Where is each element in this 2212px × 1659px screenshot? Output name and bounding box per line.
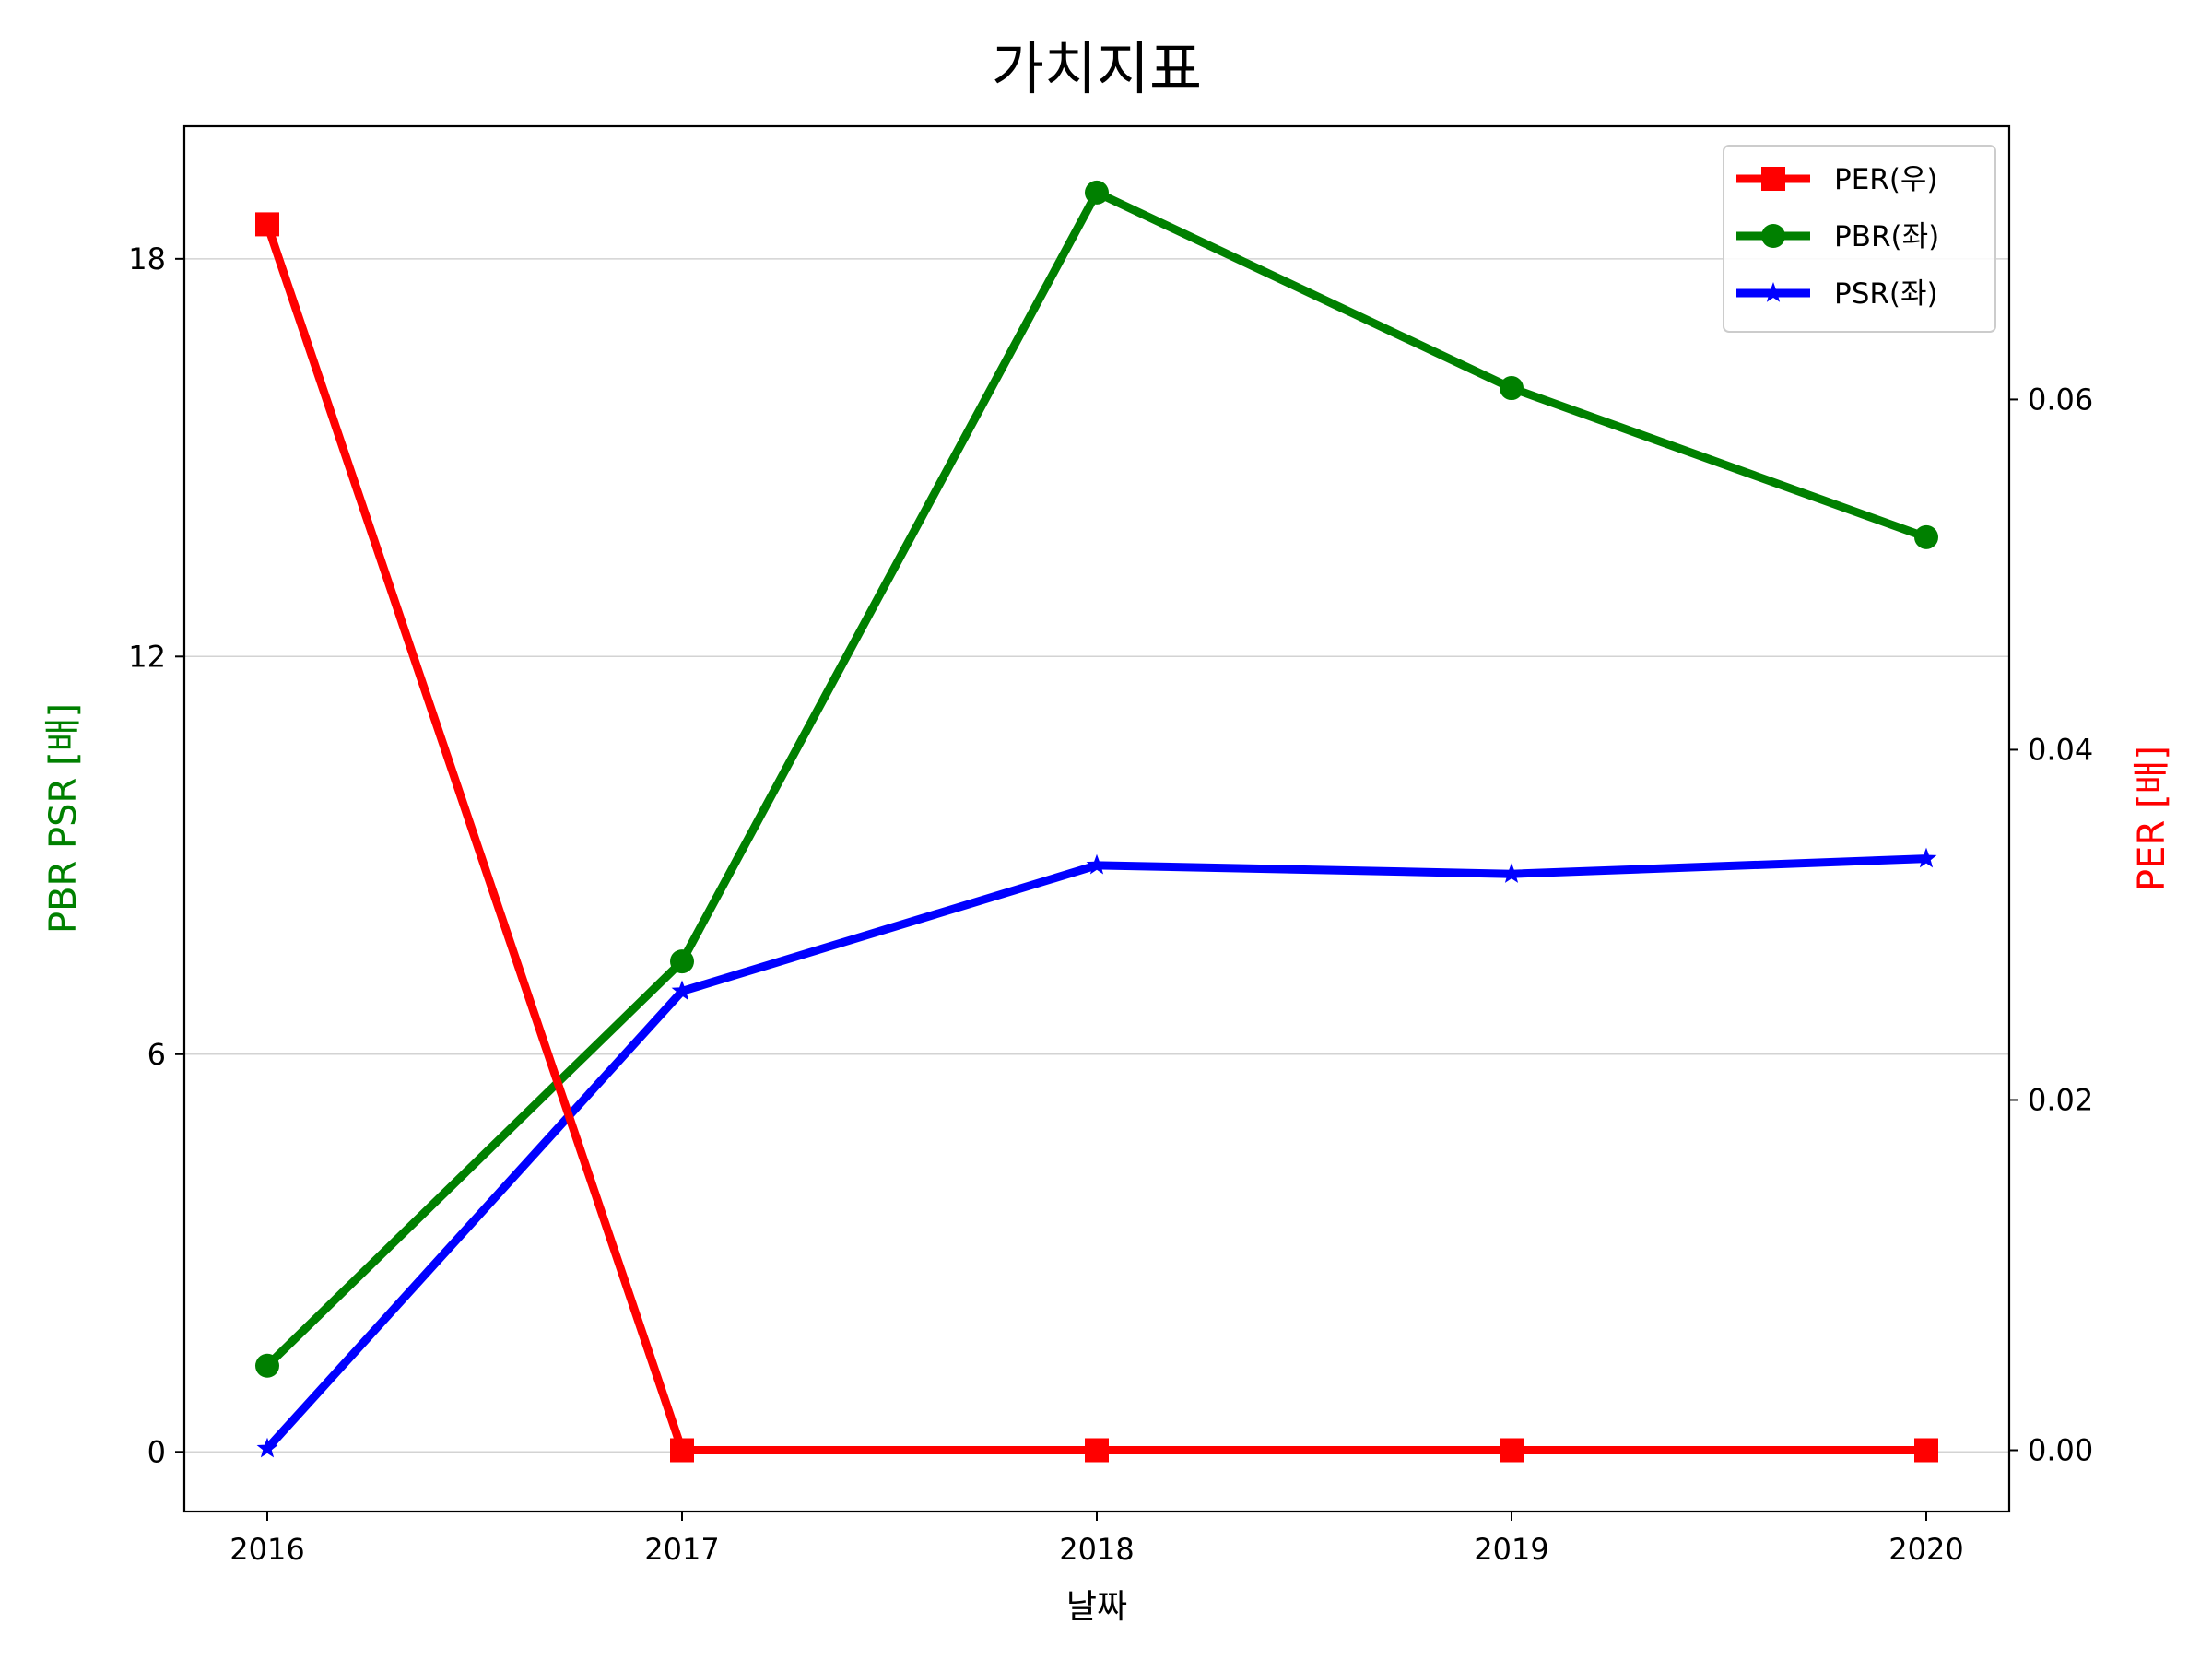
x-axis: 2016 2017 2018 2019 2020 (229, 1512, 1964, 1567)
x-tick-label: 2019 (1474, 1532, 1548, 1567)
data-point (1500, 376, 1524, 401)
legend-entry: PSR(좌) (1736, 277, 1938, 311)
right-tick-label: 0.02 (2028, 1082, 2093, 1117)
x-tick-label: 2017 (644, 1532, 719, 1567)
data-point (671, 980, 693, 1001)
series-circle (255, 180, 1938, 1378)
legend-marker (1761, 224, 1785, 248)
legend-label: PSR(좌) (1834, 277, 1938, 311)
left-tick-label: 12 (128, 639, 166, 674)
legend-entry: PER(우) (1736, 163, 1938, 196)
series-layer (255, 180, 1938, 1463)
legend-label: PBR(좌) (1834, 220, 1939, 253)
legend-marker (1761, 167, 1785, 191)
x-tick-label: 2016 (229, 1532, 304, 1567)
left-y-axis: 0 6 12 18 (128, 241, 184, 1469)
left-y-axis-label: PBR PSR [배] (42, 703, 85, 934)
x-axis-label: 날짜 (1066, 1588, 1127, 1626)
x-tick-label: 2020 (1888, 1532, 1963, 1567)
data-point (670, 1438, 694, 1463)
legend-entry: PBR(좌) (1736, 220, 1939, 253)
series-line (264, 188, 1928, 1370)
plot-frame (182, 124, 2011, 1513)
data-point (1085, 180, 1109, 205)
data-point (1915, 847, 1937, 868)
data-point (1500, 863, 1523, 883)
series-star (256, 847, 1937, 1458)
data-point (255, 212, 279, 237)
left-tick-label: 18 (128, 241, 166, 276)
data-point (1086, 853, 1108, 875)
data-point (1085, 1438, 1109, 1463)
legend-label: PER(우) (1834, 163, 1938, 196)
legend-box (1723, 145, 1996, 333)
legend-marker (1762, 282, 1784, 302)
legend: PER(우) PBR(좌) PSR(좌) (1723, 145, 1996, 333)
data-point (256, 1437, 278, 1458)
data-point (1914, 1438, 1938, 1463)
right-tick-label: 0.06 (2028, 382, 2093, 417)
data-point (670, 949, 694, 974)
right-tick-label: 0.00 (2028, 1432, 2093, 1467)
left-tick-label: 6 (147, 1037, 166, 1072)
series-square (255, 212, 1938, 1463)
x-tick-label: 2018 (1059, 1532, 1134, 1567)
series-line (263, 222, 1926, 1454)
right-y-axis: 0.00 0.02 0.04 0.06 (2009, 382, 2093, 1467)
right-tick-label: 0.04 (2028, 732, 2093, 767)
chart-title: 가치지표 (992, 35, 1202, 102)
data-point (255, 1353, 279, 1378)
data-point (1500, 1438, 1524, 1463)
data-point (1914, 524, 1938, 549)
left-tick-label: 0 (147, 1434, 166, 1469)
right-y-axis-label: PER [배] (2131, 746, 2173, 891)
